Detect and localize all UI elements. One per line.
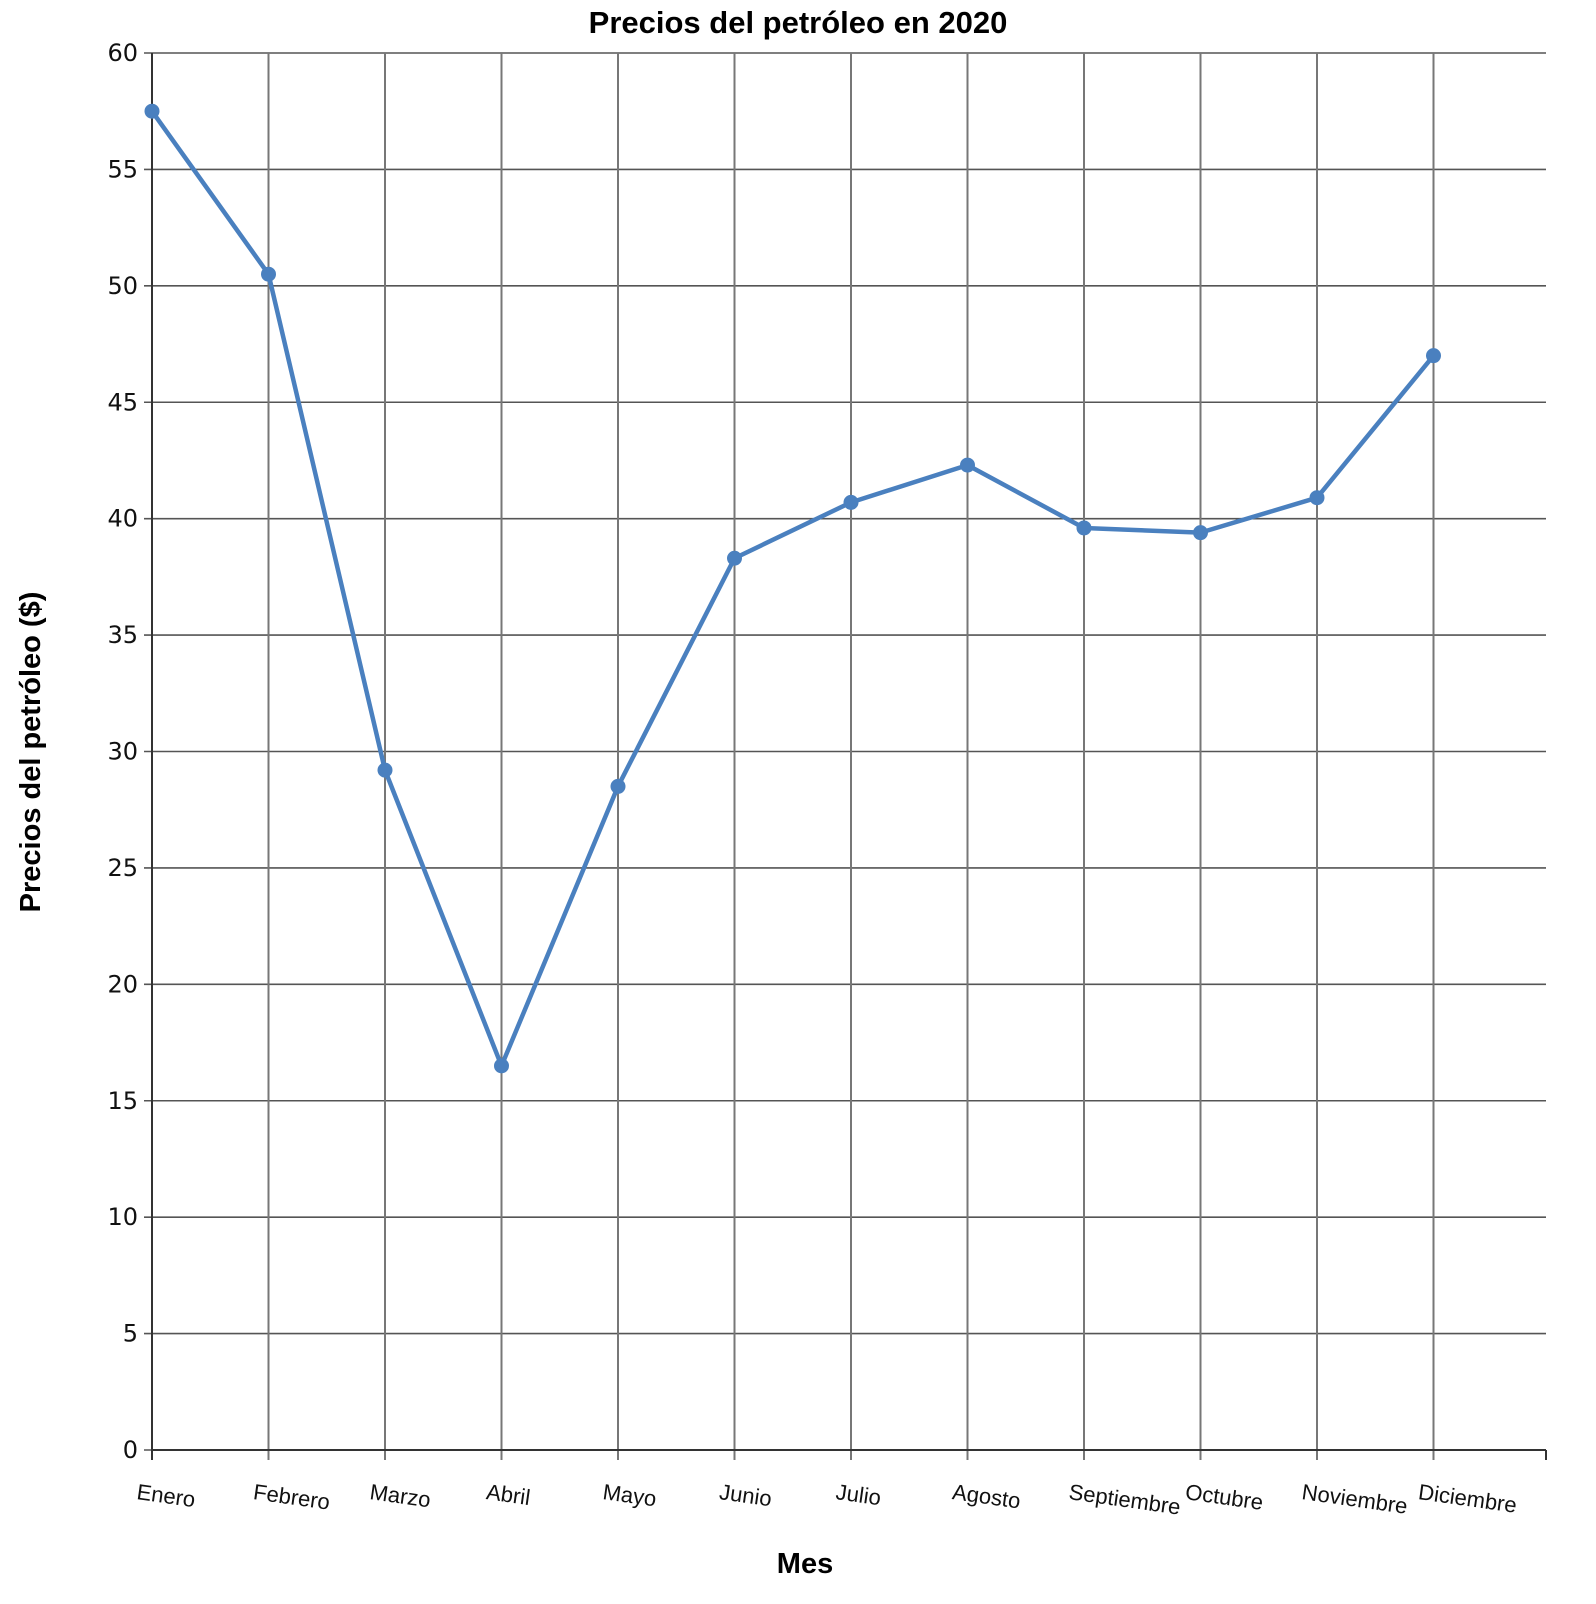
data-point: [1193, 525, 1208, 541]
y-tick-labels: 0 5 10 15 20 25 30 35 40 45 50 55 60: [107, 39, 138, 1464]
x-tick-label: Julio: [834, 1479, 882, 1510]
y-tick-label: 10: [107, 1203, 138, 1231]
x-tick-label: Marzo: [368, 1479, 432, 1512]
data-point: [377, 762, 393, 778]
x-tick-label: Diciembre: [1417, 1479, 1519, 1518]
data-point: [1076, 520, 1092, 536]
data-point: [144, 103, 160, 119]
y-axis-title: Precios del petróleo ($): [15, 592, 47, 913]
y-tick-label: 45: [107, 388, 138, 416]
x-tick-label: Abril: [485, 1479, 532, 1510]
x-tick-label: Mayo: [601, 1479, 658, 1511]
y-tick-label: 15: [107, 1087, 138, 1115]
x-tick-label: Noviembre: [1300, 1479, 1409, 1519]
data-point: [1426, 348, 1441, 364]
x-tick-label: Septiembre: [1067, 1479, 1182, 1519]
y-tick-label: 40: [107, 505, 138, 533]
y-tick-label: 0: [123, 1436, 138, 1464]
x-tick-label: Junio: [718, 1479, 774, 1511]
x-tick-label: Agosto: [951, 1479, 1022, 1513]
y-tick-label: 25: [107, 854, 138, 882]
x-tick-label: Enero: [135, 1479, 197, 1512]
series: [144, 103, 1441, 1074]
data-point: [610, 778, 626, 794]
data-point: [843, 494, 859, 510]
axes: [151, 53, 1547, 1460]
x-tick-label: Febrero: [252, 1479, 332, 1514]
data-point: [727, 550, 742, 566]
x-tick-label: Octubre: [1184, 1479, 1265, 1515]
x-tick-labels: Enero Febrero Marzo Abril Mayo Junio Julio Agos…: [135, 1479, 1518, 1519]
y-tick-label: 5: [123, 1320, 138, 1348]
data-point: [261, 266, 276, 282]
y-tick-label: 30: [107, 738, 138, 766]
x-axis-title: Mes: [777, 1548, 833, 1580]
series-line: [150, 109, 1436, 1069]
data-point: [494, 1058, 509, 1074]
chart-title: Precios del petróleo en 2020: [589, 5, 1008, 40]
data-point: [960, 457, 975, 473]
data-point: [1309, 490, 1325, 506]
y-tick-label: 55: [107, 155, 138, 183]
y-tick-label: 60: [107, 39, 138, 67]
y-tick-label: 50: [107, 272, 138, 300]
y-tick-label: 20: [107, 970, 138, 998]
y-tick-label: 35: [107, 621, 138, 649]
grid: [144, 52, 1546, 1460]
